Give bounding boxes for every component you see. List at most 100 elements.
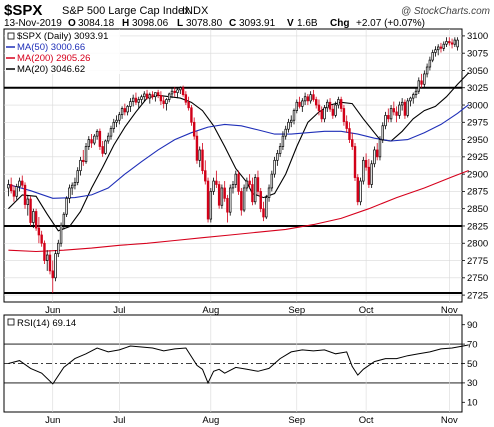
candle (314, 96, 318, 109)
candle (231, 181, 235, 194)
candle-body (389, 108, 393, 120)
candle (168, 92, 171, 103)
quote-volume-label: V (287, 18, 294, 29)
candle-body (317, 104, 321, 111)
candle (204, 160, 207, 185)
legend-label: MA(20) 3046.62 (17, 64, 85, 75)
moving-average-lines (8, 72, 470, 253)
candle-body (26, 198, 30, 205)
candle-body (9, 184, 13, 192)
candle (107, 132, 110, 144)
candle (434, 46, 437, 57)
candle (306, 93, 310, 106)
candle-body (156, 92, 160, 96)
month-label: Oct (359, 305, 374, 316)
candle (287, 118, 290, 133)
price-tick-label: 3000 (467, 100, 488, 111)
candle-body (312, 94, 315, 100)
candle-body (331, 108, 335, 116)
candle-body (436, 46, 440, 51)
candle-body (450, 42, 454, 45)
quote-close: 3093.91 (239, 18, 276, 29)
candle-body (425, 66, 429, 75)
candle-body (417, 80, 421, 92)
rsi-month-label: Nov (441, 415, 458, 426)
candle-body (337, 99, 340, 106)
candle (176, 88, 179, 99)
candle (270, 170, 274, 192)
candle-body (37, 227, 41, 236)
candle (104, 139, 107, 155)
quote-open: 3084.18 (78, 18, 115, 29)
candle-body (412, 94, 415, 99)
candle (73, 177, 77, 190)
price-tick-label: 2800 (467, 239, 488, 250)
price-tick-label: 2925 (467, 152, 488, 163)
candle (123, 103, 127, 116)
candle (159, 91, 163, 106)
candle-body (273, 159, 276, 175)
candle (370, 160, 373, 188)
candle-body (181, 87, 185, 96)
candle-body (323, 107, 326, 120)
candle-body (356, 177, 359, 203)
rsi-path (8, 344, 469, 385)
candle (7, 179, 10, 197)
price-tick-label: 2975 (467, 118, 488, 129)
candle-body (453, 39, 457, 45)
candle-body (245, 180, 249, 189)
candle (387, 108, 390, 123)
candle (57, 239, 60, 258)
rsi-tick-label: 30 (467, 378, 478, 389)
candle-body (334, 104, 337, 116)
month-label: Nov (441, 305, 458, 316)
price-tick-label: 3025 (467, 83, 488, 94)
candle-body (131, 97, 135, 102)
candle-body (248, 180, 251, 185)
candle (395, 106, 398, 123)
candle (456, 37, 459, 51)
candle (187, 96, 190, 111)
candle-body (339, 99, 343, 109)
candle-body (353, 146, 357, 178)
candle (192, 117, 196, 140)
candle-body (351, 139, 354, 147)
candle (109, 125, 113, 140)
candle-body (143, 93, 146, 98)
chart-index-name: S&P 500 Large Cap Index (62, 5, 190, 17)
candle (295, 99, 298, 114)
candle (334, 101, 337, 118)
candle-body (109, 128, 113, 137)
candle (184, 91, 188, 106)
candle-body (428, 59, 432, 68)
candle (278, 143, 282, 157)
candle (154, 92, 157, 102)
candle-body (165, 99, 168, 104)
month-label: Jun (45, 305, 60, 316)
candle (118, 111, 121, 125)
rsi-month-label: Jul (113, 415, 125, 426)
candle (32, 208, 35, 229)
candle (342, 105, 346, 126)
candle (409, 96, 412, 107)
candle (156, 89, 160, 99)
candle-body (62, 213, 66, 226)
quote-date: 13-Nov-2019 (4, 18, 62, 29)
rsi-label: RSI(14) 69.14 (17, 318, 76, 329)
candle (120, 106, 124, 119)
candle (436, 44, 440, 56)
candle-body (57, 242, 60, 254)
candle-body (345, 121, 348, 129)
candle-body (326, 101, 329, 109)
candle (134, 92, 138, 106)
candle-body (93, 135, 96, 144)
candle-body (134, 97, 138, 103)
rsi-axis: 10 30 50 70 90 (462, 320, 478, 409)
candle (151, 91, 154, 100)
candle-body (387, 115, 390, 120)
rsi-x-axis-months: Jun Jul Aug Sep Oct Nov (45, 415, 458, 426)
candle-body (87, 139, 91, 147)
candle (253, 174, 257, 205)
candle (223, 181, 226, 202)
